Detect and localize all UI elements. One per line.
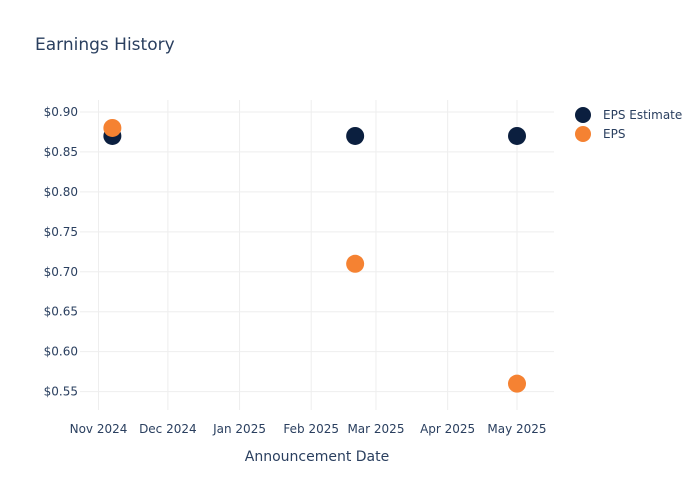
y-tick-label: $0.60 xyxy=(44,345,78,359)
x-axis-title: Announcement Date xyxy=(245,449,389,465)
x-tick-label: May 2025 xyxy=(487,422,546,436)
eps-estimate-point[interactable] xyxy=(508,126,527,145)
eps-point[interactable] xyxy=(103,118,122,137)
legend-marker xyxy=(575,126,591,142)
x-tick-label: Apr 2025 xyxy=(420,422,475,436)
x-tick-label: Nov 2024 xyxy=(70,422,128,436)
legend-label: EPS xyxy=(603,127,625,141)
x-tick-label: Jan 2025 xyxy=(212,422,266,436)
legend-item-eps-estimate[interactable]: EPS Estimate xyxy=(575,107,682,123)
x-axis-ticks: Nov 2024 Dec 2024 Jan 2025 Feb 2025 Mar 2025… xyxy=(70,422,547,436)
y-tick-label: $0.70 xyxy=(44,265,78,279)
legend-marker xyxy=(575,107,591,123)
y-tick-label: $0.55 xyxy=(44,385,78,399)
grid-layer xyxy=(80,100,554,410)
eps-point[interactable] xyxy=(346,254,365,273)
y-tick-label: $0.90 xyxy=(44,105,78,119)
y-axis-ticks: $0.55 $0.60 $0.65 $0.70 $0.75 $0.80 $0.85 $0.90 xyxy=(44,105,78,399)
y-tick-label: $0.85 xyxy=(44,145,78,159)
y-tick-label: $0.65 xyxy=(44,305,78,319)
legend-item-eps[interactable]: EPS xyxy=(575,126,625,142)
legend[interactable]: EPS Estimate EPS xyxy=(575,107,682,142)
x-tick-label: Feb 2025 xyxy=(283,422,339,436)
eps-point[interactable] xyxy=(508,374,527,393)
data-points xyxy=(103,118,527,393)
eps-estimate-point[interactable] xyxy=(346,126,365,145)
y-tick-label: $0.80 xyxy=(44,185,78,199)
y-tick-label: $0.75 xyxy=(44,225,78,239)
x-tick-label: Mar 2025 xyxy=(347,422,404,436)
x-tick-label: Dec 2024 xyxy=(139,422,197,436)
legend-label: EPS Estimate xyxy=(603,108,682,122)
chart-title: Earnings History xyxy=(35,35,175,55)
